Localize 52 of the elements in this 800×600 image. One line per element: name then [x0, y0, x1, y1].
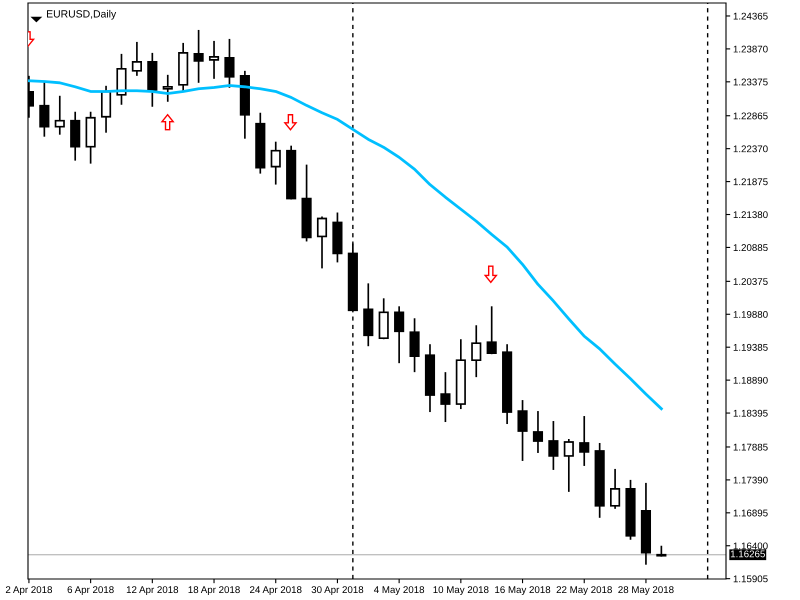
candlestick [517, 399, 528, 462]
candlestick [579, 415, 590, 467]
text: EURUSD,Daily [47, 10, 116, 20]
y-tick-label: 1.20885 [734, 244, 768, 252]
y-tick-label: 1.24365 [734, 12, 768, 20]
candlestick [132, 41, 142, 77]
y-tick-label: 1.19880 [734, 311, 768, 318]
candlestick [39, 80, 50, 138]
candlestick [162, 74, 173, 103]
x-tick-label: 16 May 2018 [495, 586, 550, 596]
y-tick-label: 1.22370 [734, 145, 768, 152]
candlestick [54, 94, 65, 136]
x-tick-label: 10 May 2018 [433, 586, 489, 596]
x-tick-label: 2 Apr 2018 [6, 586, 52, 596]
x-tick-label: 12 Apr 2018 [126, 586, 178, 596]
x-tick-label: 22 May 2018 [556, 586, 612, 596]
y-tick-label: 1.21875 [734, 178, 768, 186]
y-tick-label: 1.18890 [734, 376, 768, 384]
y-tick-label: 1.20375 [734, 278, 768, 285]
y-tick-label: 1.15905 [734, 575, 768, 582]
x-tick-label: 24 Apr 2018 [250, 586, 302, 596]
candlestick [224, 38, 235, 89]
y-tick-label: 1.17885 [734, 444, 768, 451]
candlestick [394, 305, 404, 364]
y-tick-label: 1.22865 [734, 112, 768, 120]
candlestick [548, 420, 558, 471]
x-tick-label: 6 Apr 2018 [68, 586, 114, 596]
y-tick-label: 1.23870 [734, 46, 768, 53]
candlestick [564, 438, 574, 493]
y-tick-label: 1.17390 [734, 476, 768, 484]
y-tick-label: 1.16400 [734, 542, 768, 550]
candlestick [610, 468, 620, 510]
candlestick [471, 324, 482, 378]
candlestick [316, 216, 328, 270]
candlestick [208, 40, 220, 80]
candlestick [194, 29, 204, 84]
candlestick [409, 317, 420, 373]
y-tick-label: 1.21380 [734, 211, 768, 218]
x-tick-label: 18 Apr 2018 [188, 586, 240, 596]
y-tick-label: 1.18395 [734, 410, 768, 417]
x-tick-label: 4 May 2018 [374, 586, 424, 596]
x-tick-label: 30 Apr 2018 [312, 586, 364, 596]
y-tick-label: 1.16895 [734, 510, 768, 516]
x-tick-label: 28 May 2018 [618, 586, 674, 596]
candlestick [270, 140, 281, 186]
y-tick-label: 1.23375 [734, 78, 768, 86]
candlestick [532, 410, 544, 454]
ref-line-label: 1.16265 [730, 550, 765, 558]
line-series [28, 79, 663, 410]
candlestick [486, 305, 497, 356]
candlestick [440, 371, 450, 423]
y-tick-label: 1.19385 [734, 344, 768, 351]
